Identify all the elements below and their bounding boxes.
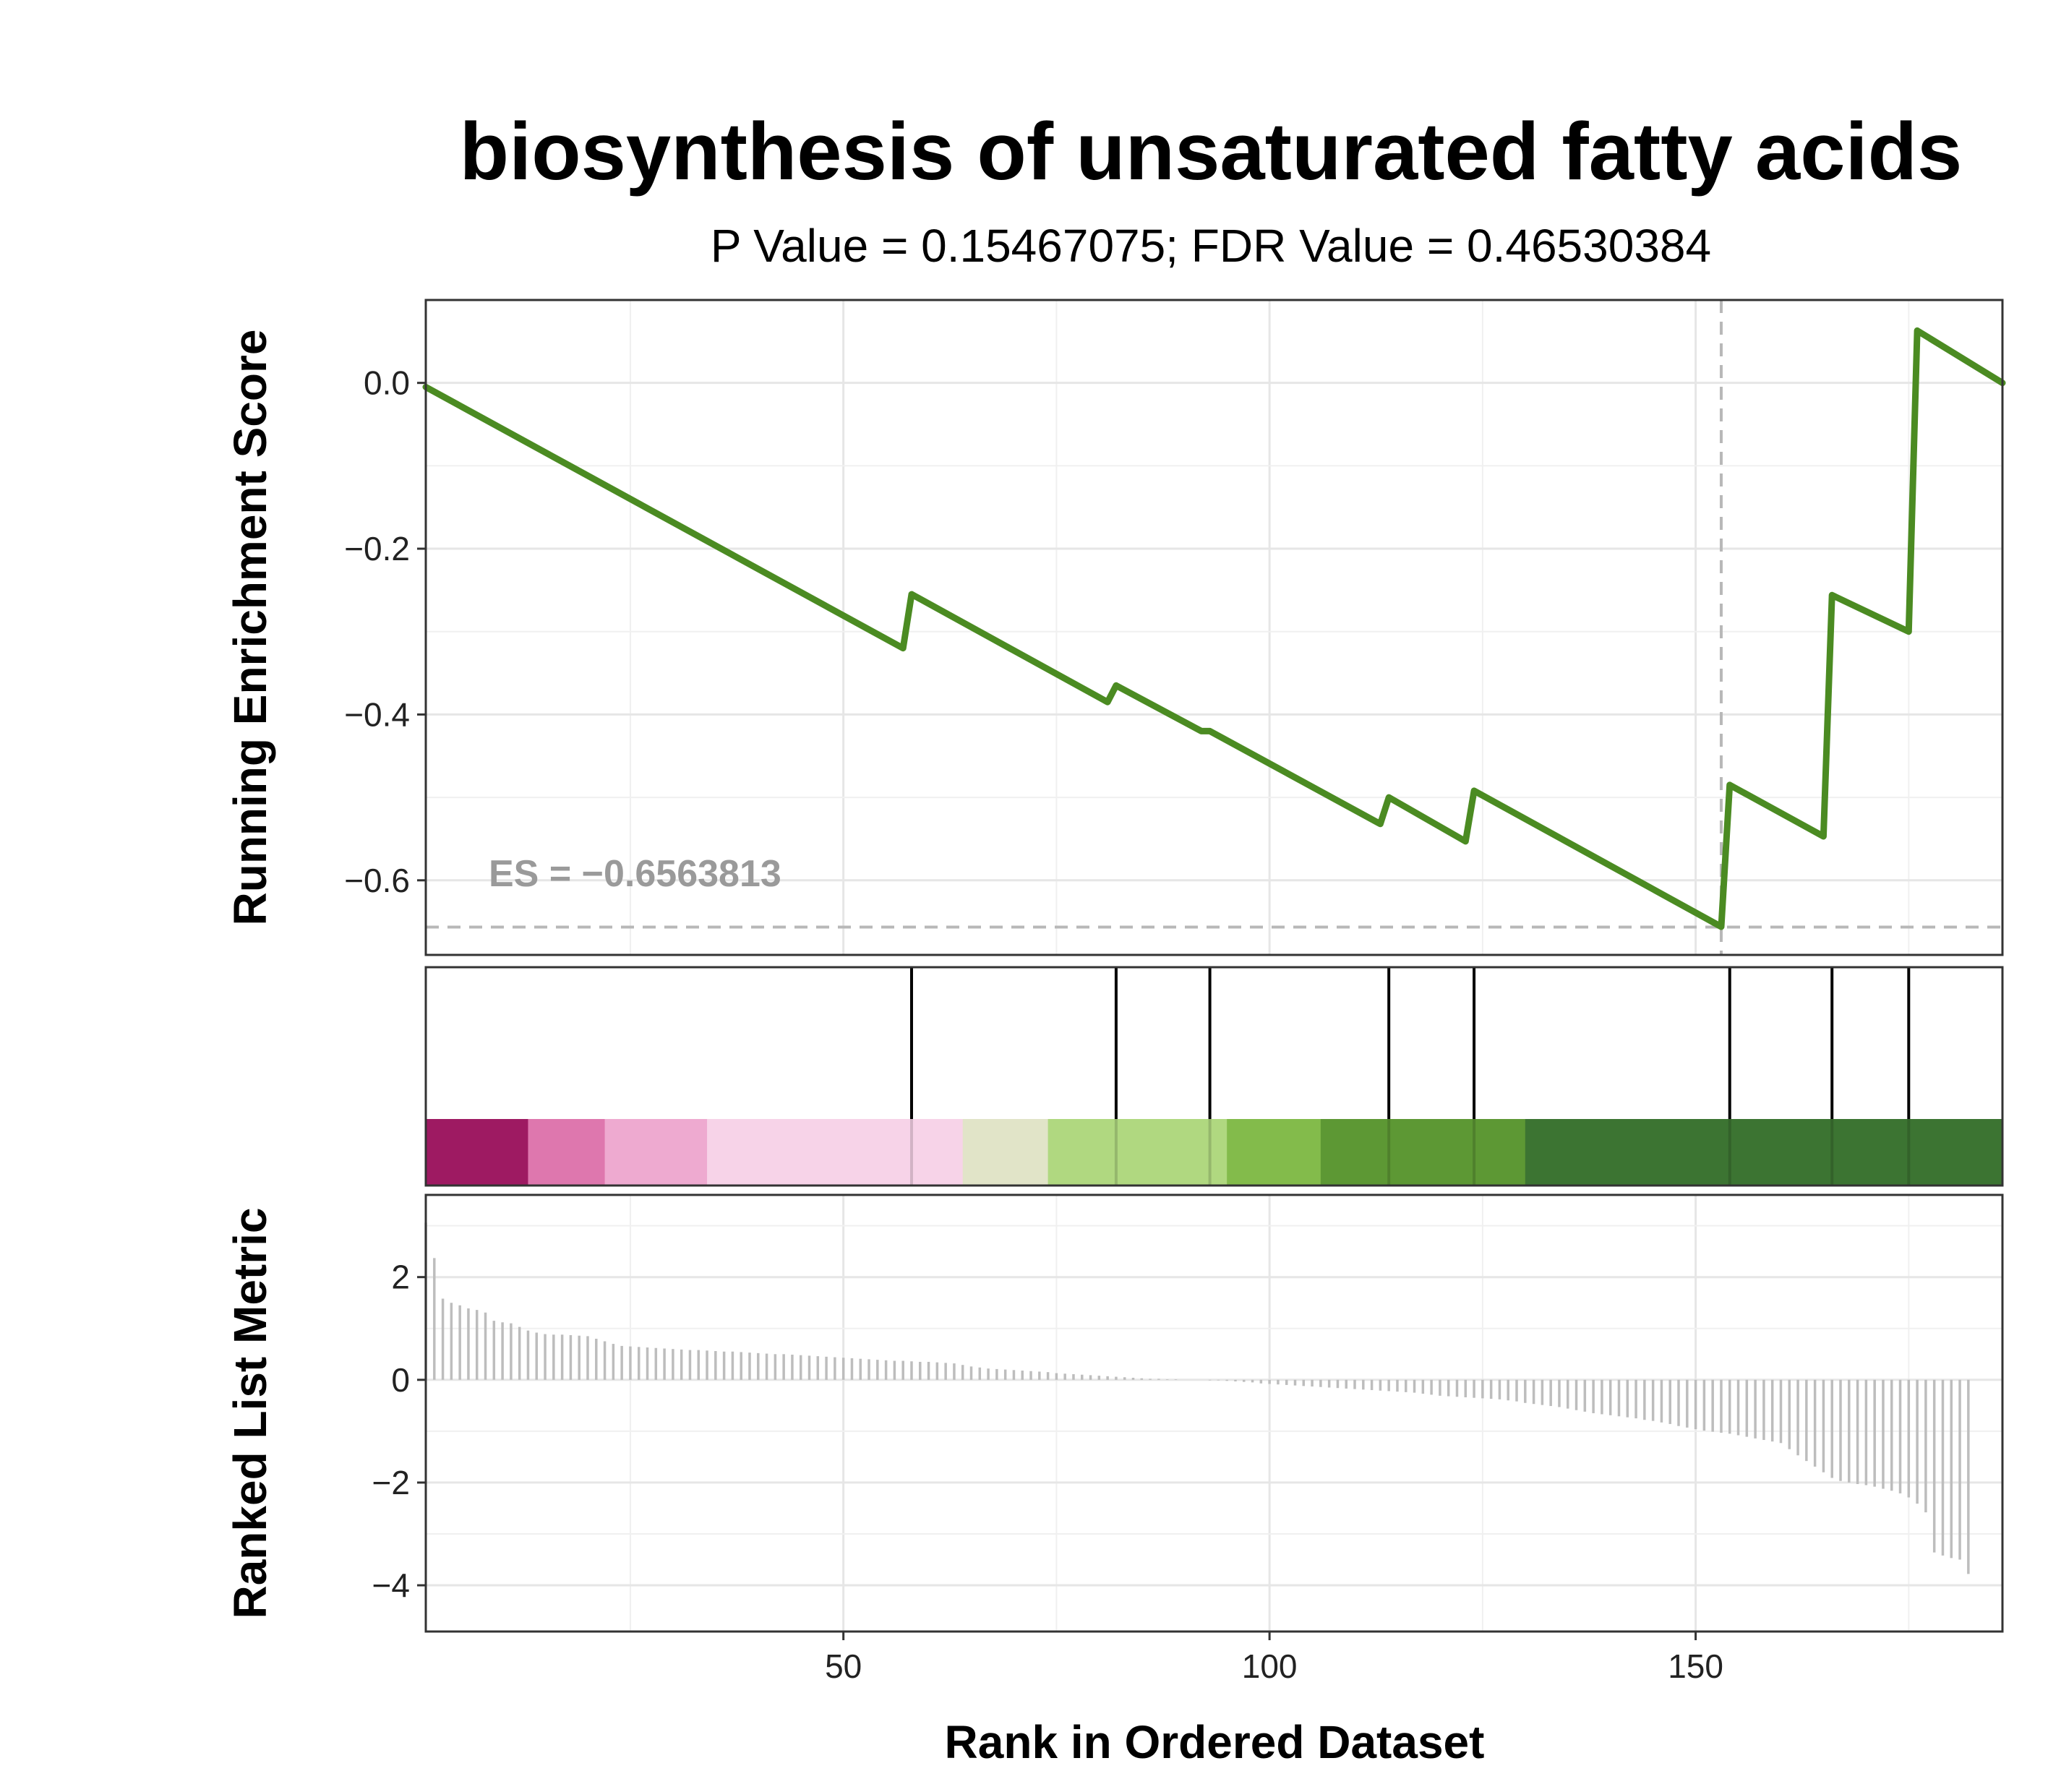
y-axis-title-ranked-metric: Ranked List Metric [224, 1207, 276, 1619]
y-tick-label: −0.6 [344, 862, 410, 899]
running-es-panel-border [424, 299, 2004, 956]
x-tick-label: 50 [825, 1647, 862, 1685]
color-band [1525, 1119, 2003, 1186]
y-tick-label: −2 [372, 1464, 410, 1501]
ranked-metric-panel-border [424, 1193, 2004, 1633]
gene-hits-panel [424, 966, 2004, 1187]
chart-subtitle: P Value = 0.15467075; FDR Value = 0.4653… [711, 220, 1711, 272]
running-es-panel: ES = −0.6563813 0.0 −0.2 −0.4 −0.6 [344, 299, 2006, 956]
running-es-panel-background [426, 300, 2002, 955]
running-es-line [422, 327, 2006, 930]
y-tick-label: −0.2 [344, 530, 410, 567]
x-tick-label: 100 [1242, 1647, 1298, 1685]
x-tick-label: 150 [1668, 1647, 1723, 1685]
y-tick-label: 2 [391, 1259, 410, 1296]
y-axis-title-running-es: Running Enrichment Score [224, 330, 276, 926]
es-annotation: ES = −0.6563813 [489, 853, 781, 895]
color-band [1047, 1119, 1227, 1186]
y-tick-label: 0.0 [364, 364, 410, 402]
y-tick-label: 0 [391, 1361, 410, 1399]
color-band [962, 1119, 1049, 1186]
color-band [1320, 1119, 1526, 1186]
chart-title: biosynthesis of unsaturated fatty acids [460, 106, 1963, 197]
color-band [1227, 1119, 1321, 1186]
color-band [604, 1119, 708, 1186]
y-tick-label: −0.4 [344, 695, 410, 733]
ranked-metric-panel: 2 0 −2 −4 50 100 150 [372, 1193, 2004, 1685]
gene-hits-panel-border [424, 966, 2004, 1187]
y-tick-label: −4 [372, 1566, 410, 1604]
color-band [426, 1119, 528, 1186]
color-band [528, 1119, 606, 1186]
x-axis-title: Rank in Ordered Dataset [945, 1716, 1485, 1768]
color-band [707, 1119, 964, 1186]
ranked-metric-panel-background [426, 1195, 2002, 1632]
